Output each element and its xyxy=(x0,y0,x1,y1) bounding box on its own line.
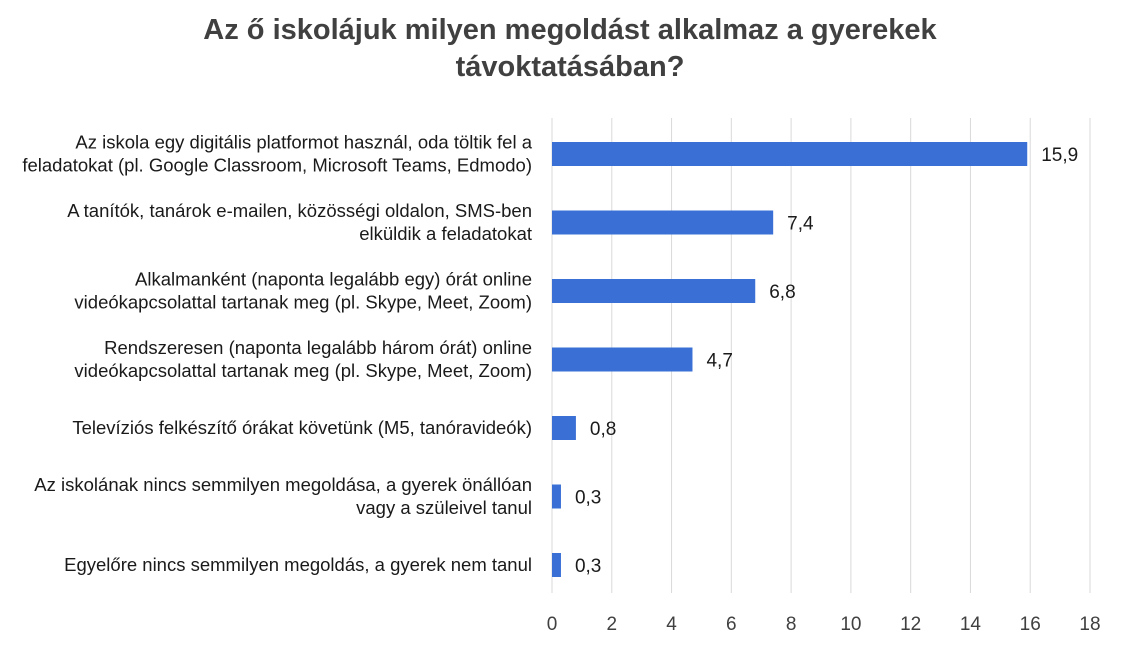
category-label: feladatokat (pl. Google Classroom, Micro… xyxy=(22,155,532,176)
bar xyxy=(552,553,561,577)
category-label: videókapcsolattal tartanak meg (pl. Skyp… xyxy=(74,292,532,313)
category-label: Alkalmanként (naponta legalább egy) órát… xyxy=(135,269,532,290)
data-label: 15,9 xyxy=(1041,145,1078,166)
bar xyxy=(552,142,1028,166)
bar xyxy=(552,347,693,372)
chart-title-line-1: Az ő iskolájuk milyen megoldást alkalmaz… xyxy=(203,14,937,46)
category-label: videókapcsolattal tartanak meg (pl. Skyp… xyxy=(74,360,532,381)
category-label: A tanítók, tanárok e-mailen, közösségi o… xyxy=(67,200,532,221)
x-tick-label: 14 xyxy=(960,614,982,635)
bar xyxy=(552,484,561,509)
x-tick-label: 0 xyxy=(547,614,558,635)
category-label: elküldik a feladatokat xyxy=(359,223,532,244)
category-labels: Az iskola egy digitális platformot haszn… xyxy=(22,132,532,576)
x-tick-label: 16 xyxy=(1020,614,1041,635)
x-tick-label: 6 xyxy=(726,614,737,635)
value-labels: 15,9 7,4 6,8 4,7 0,8 0,3 0,3 xyxy=(575,145,1078,577)
category-label: vagy a szüleivel tanul xyxy=(356,497,532,518)
chart-title-line-2: távoktatásában? xyxy=(455,51,685,83)
x-tick-label: 2 xyxy=(606,614,617,635)
category-label: Rendszeresen (naponta legalább három órá… xyxy=(104,337,532,358)
x-tick-label: 4 xyxy=(666,614,677,635)
data-label: 6,8 xyxy=(769,282,795,303)
bar xyxy=(552,279,756,303)
x-tick-label: 10 xyxy=(840,614,861,635)
data-label: 4,7 xyxy=(706,351,732,372)
x-tick-label: 8 xyxy=(786,614,797,635)
category-label: Televíziós felkészítő órákat követünk (M… xyxy=(72,417,532,438)
bar xyxy=(552,210,774,235)
category-label: Egyelőre nincs semmilyen megoldás, a gye… xyxy=(64,554,532,575)
x-axis-tick-labels: 0 2 4 6 8 10 12 14 16 18 xyxy=(547,614,1101,635)
category-label: Az iskola egy digitális platformot haszn… xyxy=(75,132,532,153)
x-tick-label: 18 xyxy=(1079,614,1100,635)
data-label: 7,4 xyxy=(787,214,814,235)
data-label: 0,3 xyxy=(575,556,601,577)
x-tick-label: 12 xyxy=(900,614,921,635)
category-label: Az iskolának nincs semmilyen megoldása, … xyxy=(34,474,532,495)
bar xyxy=(552,416,576,440)
chart-title: Az ő iskolájuk milyen megoldást alkalmaz… xyxy=(0,12,1140,86)
data-label: 0,3 xyxy=(575,488,601,509)
data-label: 0,8 xyxy=(590,419,616,440)
bars xyxy=(552,142,1028,577)
